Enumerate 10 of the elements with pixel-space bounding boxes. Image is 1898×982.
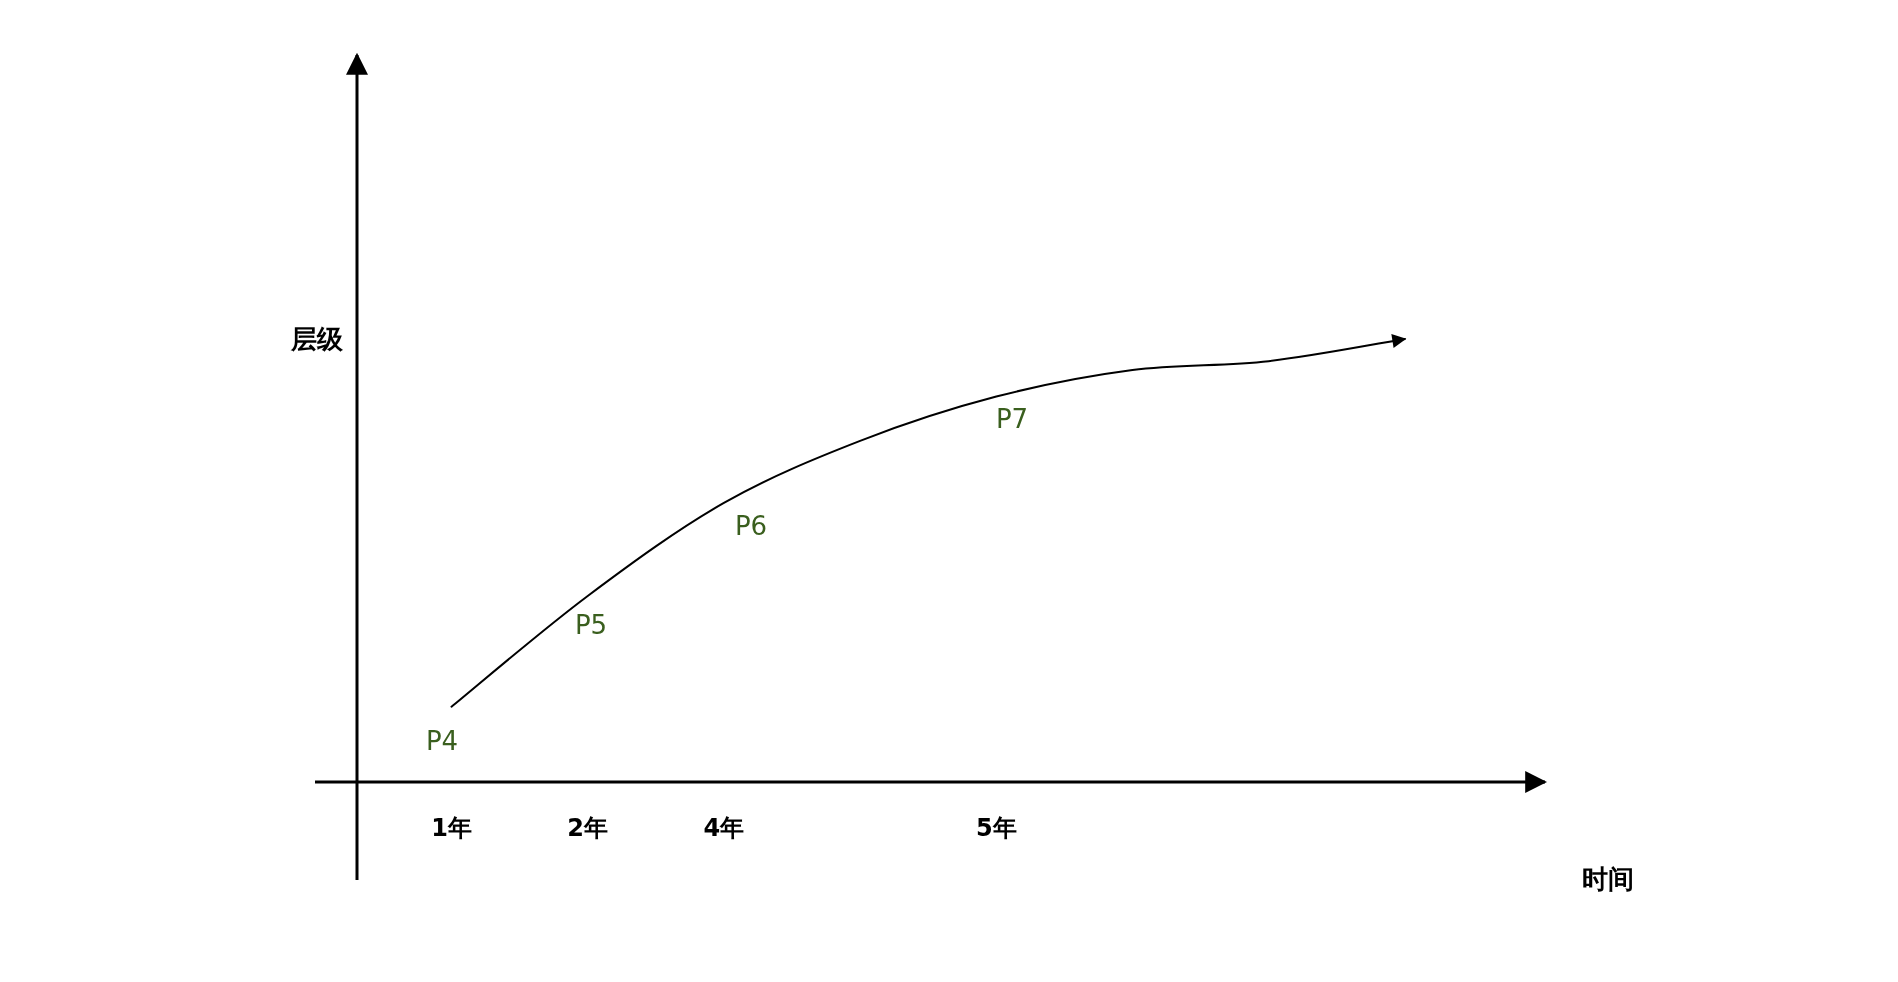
annotation: P7 bbox=[995, 404, 1029, 434]
y-axis-title: 层级 bbox=[290, 324, 344, 354]
x-tick-label: 2年 bbox=[567, 814, 609, 842]
annotation: P4 bbox=[425, 726, 459, 756]
annotation: P5 bbox=[574, 610, 608, 640]
x-axis-title: 时间 bbox=[1582, 864, 1634, 894]
x-tick-label: 5年 bbox=[975, 814, 1017, 842]
x-tick-label: 1年 bbox=[431, 814, 472, 842]
x-tick-label: 4年 bbox=[703, 814, 745, 842]
annotation: P6 bbox=[734, 511, 768, 541]
